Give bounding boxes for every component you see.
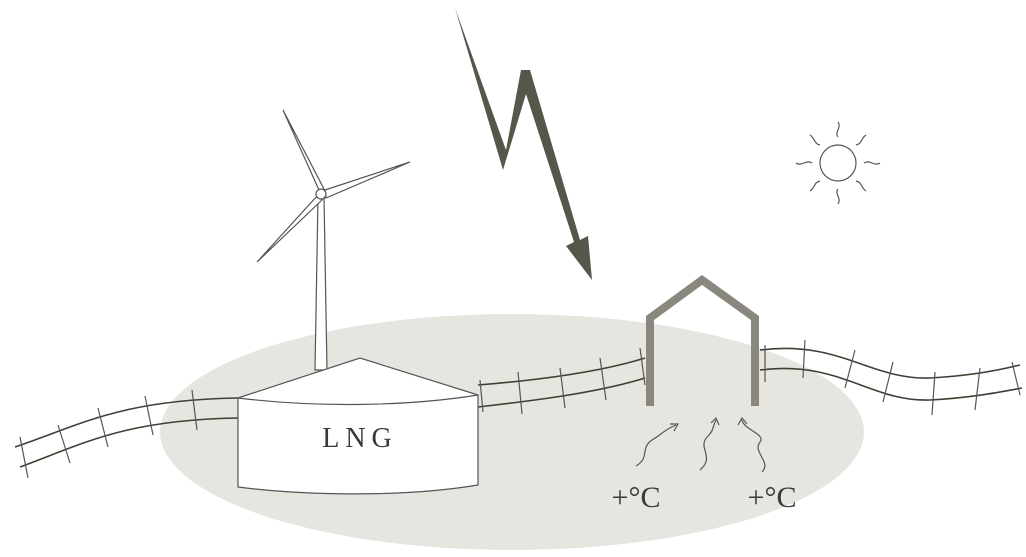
house: [646, 275, 759, 406]
wind-turbine: [256, 109, 411, 371]
pipeline-right: [759, 339, 1023, 416]
heat-label: +°C: [612, 481, 661, 514]
heat-waves: [635, 416, 766, 473]
lightning: [455, 8, 592, 280]
pipeline-middle: [477, 347, 646, 415]
lng-tank: LNG: [237, 357, 479, 495]
sun: [795, 121, 881, 205]
tank-label: LNG: [322, 423, 398, 454]
heat-label: +°C: [748, 481, 797, 514]
pipeline-left: [14, 389, 239, 479]
